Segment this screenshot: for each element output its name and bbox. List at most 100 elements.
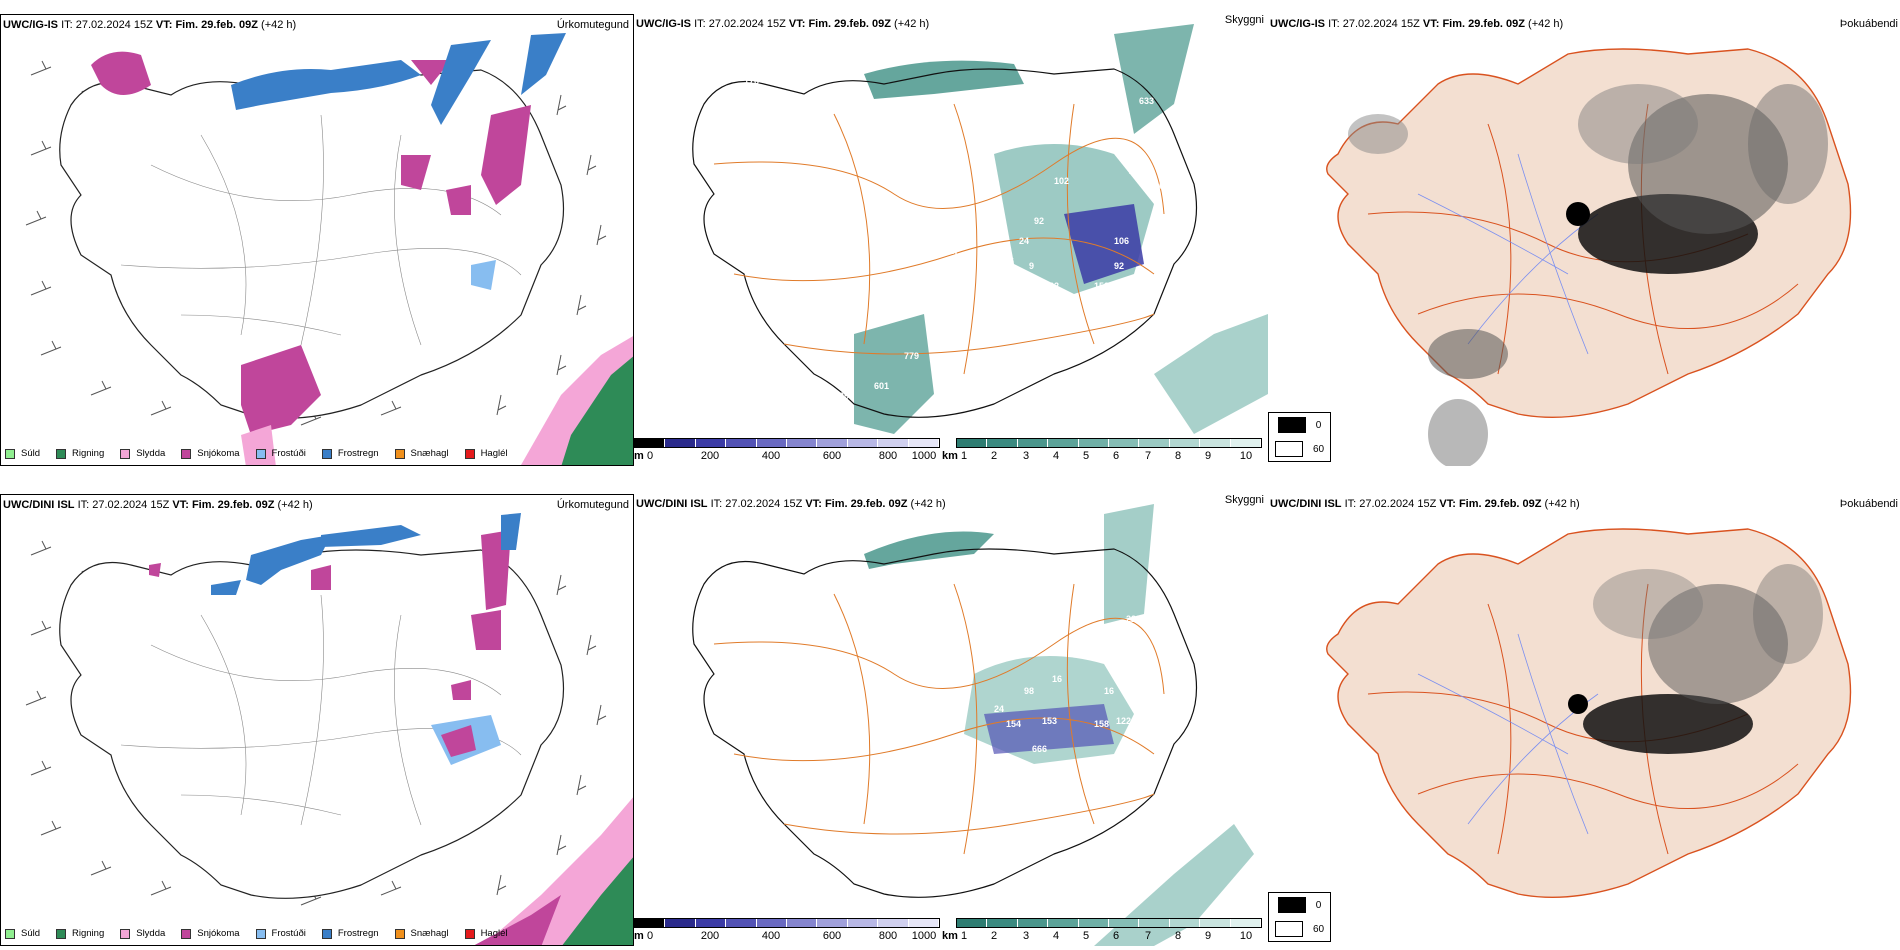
svg-text:24: 24 <box>1019 236 1029 246</box>
vt-label: VT: Fim. 29.feb. 09Z <box>1422 18 1525 30</box>
wind-barb-field <box>25 540 607 906</box>
model-name: UWC/IG-IS <box>3 19 58 31</box>
legend-item-frostudi: Frostúði <box>255 928 306 939</box>
it-value: 27.02.2024 15Z <box>1342 18 1420 30</box>
svg-text:92: 92 <box>1034 216 1044 226</box>
cloud-base-ticks: 0 200 400 600 800 1000 <box>646 450 937 462</box>
it-label: IT: <box>694 18 706 30</box>
precip-areas <box>149 513 633 945</box>
svg-text:92: 92 <box>1114 261 1124 271</box>
svg-text:153: 153 <box>1042 716 1057 726</box>
lead-time: (+42 h) <box>894 18 930 30</box>
panel-header: UWC/IG-IS IT: 27.02.2024 15Z VT: Fim. 29… <box>3 19 296 31</box>
legend-item-snjokoma: Snjókoma <box>181 448 240 459</box>
svg-text:158: 158 <box>1094 719 1109 729</box>
vt-label: VT: Fim. 29.feb. 09Z <box>788 18 891 30</box>
visibility-map-top: 176 18 633 57 211 383 279 20 102 92 27 1… <box>692 24 1268 434</box>
legend-item-snaehagl: Snæhagl <box>394 448 449 459</box>
legend-item-snaehagl: Snæhagl <box>394 928 449 939</box>
svg-text:57: 57 <box>1099 121 1109 131</box>
panel-title: Skyggni <box>1224 14 1264 26</box>
svg-text:16: 16 <box>1052 674 1062 684</box>
svg-text:20: 20 <box>1154 181 1164 191</box>
visibility-ticks: 1 2 3 4 5 6 7 8 9 10 <box>960 930 1253 942</box>
svg-text:383: 383 <box>1099 141 1114 151</box>
lead-time: (+42 h) <box>910 498 946 510</box>
visibility-colorbar <box>956 918 1262 928</box>
vt-label: VT: Fim. 29.feb. 09Z <box>805 498 908 510</box>
precip-map-bottom <box>25 513 633 945</box>
panel-title: Þokuábendi <box>1839 18 1898 30</box>
svg-text:9: 9 <box>1029 261 1034 271</box>
panel-title: Skyggni <box>1224 494 1264 506</box>
visibility-unit: km <box>942 930 958 942</box>
legend-item-slydda: Slydda <box>120 928 165 939</box>
legend-item-rigning: Rigning <box>56 448 104 459</box>
iceland-outline <box>692 68 1198 418</box>
precip-areas <box>91 33 633 465</box>
svg-text:28: 28 <box>952 568 962 578</box>
svg-text:102: 102 <box>1054 176 1069 186</box>
svg-text:899: 899 <box>839 391 854 401</box>
svg-text:27: 27 <box>949 246 959 256</box>
it-value: 27.02.2024 15Z <box>92 499 170 511</box>
model-name: UWC/IG-IS <box>1270 18 1325 30</box>
it-value: 27.02.2024 15Z <box>708 18 786 30</box>
lead-time: (+42 h) <box>261 19 297 31</box>
precip-legend: Súld Rigning Slydda Snjókoma Frostúði Fr… <box>5 448 524 459</box>
vt-label: VT: Fim. 29.feb. 09Z <box>155 19 258 31</box>
svg-text:162: 162 <box>1044 281 1059 291</box>
svg-text:152: 152 <box>1094 281 1109 291</box>
roads <box>713 583 1165 855</box>
legend-item-rigning: Rigning <box>56 928 104 939</box>
lead-time: (+42 h) <box>1528 18 1564 30</box>
legend-item-frostudi: Frostúði <box>255 448 306 459</box>
iceland-outline <box>59 69 565 419</box>
fog-scale-legend: 0 60 <box>1268 412 1332 462</box>
panel-header: UWC/DINI ISL IT: 27.02.2024 15Z VT: Fim.… <box>636 498 946 510</box>
svg-text:106: 106 <box>1114 236 1129 246</box>
roads <box>713 103 1165 375</box>
svg-text:16: 16 <box>1104 686 1114 696</box>
cloud-base-colorbar <box>634 918 940 928</box>
panel-title: Úrkomutegund <box>556 499 629 511</box>
svg-text:601: 601 <box>874 381 889 391</box>
cloud-base-unit: m <box>634 930 644 942</box>
cloud-base-unit: m <box>634 450 644 462</box>
svg-text:24: 24 <box>994 704 1004 714</box>
precip-type-panel-top: UWC/IG-IS IT: 27.02.2024 15Z VT: Fim. 29… <box>0 14 634 466</box>
svg-text:176: 176 <box>744 76 759 86</box>
it-value: 27.02.2024 15Z <box>1359 498 1437 510</box>
visibility-values: 28 222 16 98 16 24 154 153 158 122 666 <box>952 568 1141 754</box>
svg-text:222: 222 <box>1126 614 1141 624</box>
it-value: 27.02.2024 15Z <box>725 498 803 510</box>
fog-panel-bottom: UWC/DINI ISL IT: 27.02.2024 15Z VT: Fim.… <box>1268 494 1900 946</box>
svg-text:633: 633 <box>1139 96 1154 106</box>
visibility-map-bottom: 28 222 16 98 16 24 154 153 158 122 666 <box>692 504 1254 946</box>
vt-label: VT: Fim. 29.feb. 09Z <box>172 499 275 511</box>
model-name: UWC/DINI ISL <box>1270 498 1342 510</box>
legend-item-haglel: Haglél <box>464 448 508 459</box>
fog-scale-legend: 0 60 <box>1268 892 1332 942</box>
model-name: UWC/IG-IS <box>636 18 691 30</box>
visibility-field <box>864 60 1024 99</box>
lead-time: (+42 h) <box>277 499 313 511</box>
vt-label: VT: Fim. 29.feb. 09Z <box>1439 498 1542 510</box>
visibility-panel-top: 176 18 633 57 211 383 279 20 102 92 27 1… <box>634 14 1268 466</box>
panel-title: Úrkomutegund <box>556 19 629 31</box>
lead-time: (+42 h) <box>1544 498 1580 510</box>
visibility-colorbar <box>956 438 1262 448</box>
fog-field <box>1568 564 1823 754</box>
precip-legend: Súld Rigning Slydda Snjókoma Frostúði Fr… <box>5 928 524 939</box>
legend-item-snjokoma: Snjókoma <box>181 928 240 939</box>
svg-text:16: 16 <box>1004 256 1014 266</box>
it-label: IT: <box>1344 498 1357 510</box>
cloud-base-ticks: 0 200 400 600 800 1000 <box>646 930 937 942</box>
panel-header: UWC/IG-IS IT: 27.02.2024 15Z VT: Fim. 29… <box>636 18 929 30</box>
it-label: IT: <box>61 19 73 31</box>
visibility-values: 176 18 633 57 211 383 279 20 102 92 27 1… <box>744 76 1164 401</box>
visibility-panel-bottom: 28 222 16 98 16 24 154 153 158 122 666 U… <box>634 494 1268 946</box>
legend-item-sudl: Súld <box>5 448 40 459</box>
it-value: 27.02.2024 15Z <box>75 19 153 31</box>
fog-panel-top: UWC/IG-IS IT: 27.02.2024 15Z VT: Fim. 29… <box>1268 14 1900 466</box>
